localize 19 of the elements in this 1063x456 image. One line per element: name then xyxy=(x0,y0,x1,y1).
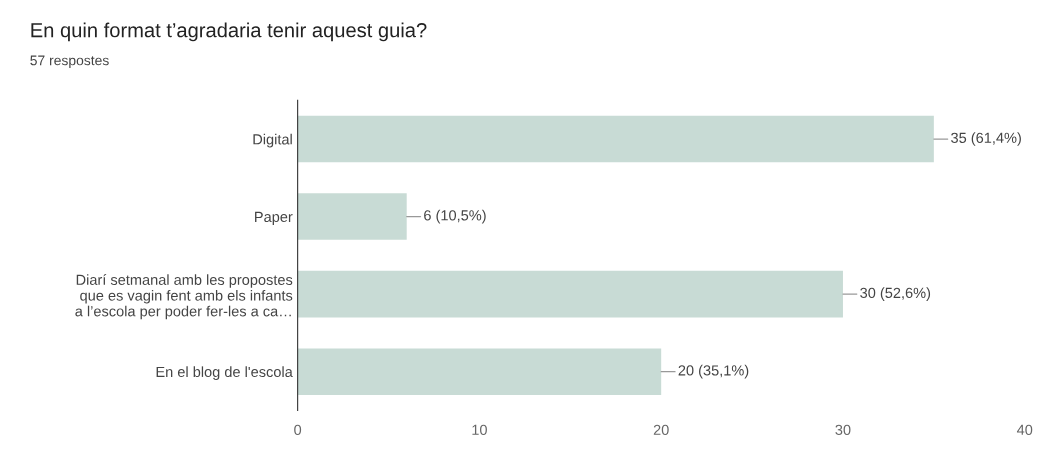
chart-title: En quin format t’agradaria tenir aquest guia? xyxy=(31,22,427,42)
y-tick-label: En el blog de l'escola xyxy=(156,366,293,380)
x-tick-label: 30 xyxy=(835,424,851,435)
text: 57 respostes xyxy=(30,55,109,69)
bar xyxy=(297,115,934,163)
bar xyxy=(297,270,843,318)
x-tick-label: 0 xyxy=(294,424,302,435)
x-tick-label: 10 xyxy=(472,424,487,435)
x-tick-label: 20 xyxy=(653,424,669,435)
data-label: 20 (35,1%) xyxy=(678,364,749,379)
y-tick-label: Diarí setmanal amb les propostes que es vagin fent amb els infants a l’escola per poder fer-les a ca… xyxy=(75,274,293,320)
data-label: 35 (61,4%) xyxy=(951,132,1021,146)
bar xyxy=(297,348,662,395)
y-tick-label: Digital xyxy=(253,133,292,148)
data-label: 6 (10,5%) xyxy=(424,209,486,224)
x-tick-label: 40 xyxy=(1016,424,1033,435)
data-label: 30 (52,6%) xyxy=(860,287,931,301)
y-tick-label: Paper xyxy=(255,211,293,225)
bar xyxy=(297,193,407,240)
